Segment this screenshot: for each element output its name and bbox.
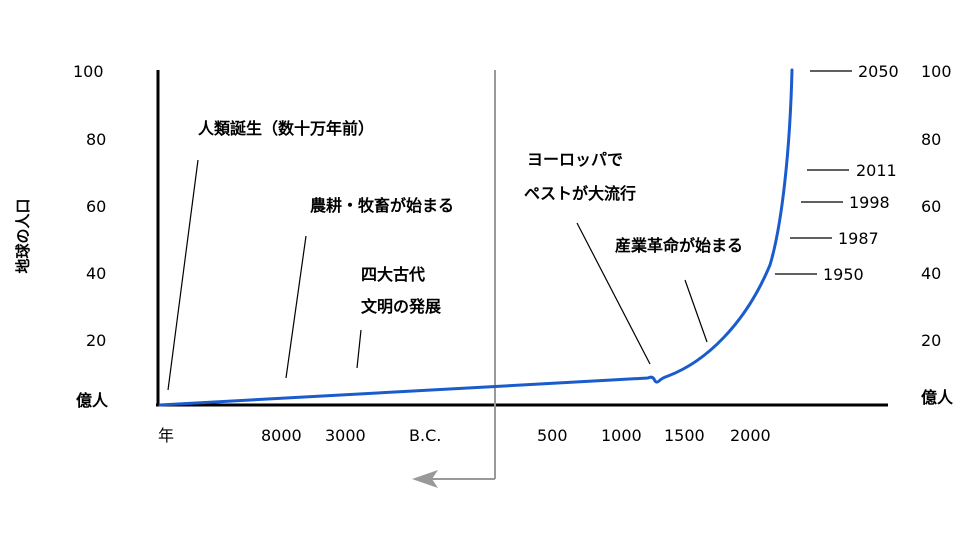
y-tick-right-40: 40 [921, 264, 941, 283]
annotation-human-origin: 人類誕生（数十万年前） [198, 119, 374, 138]
annotation-civilization-line2: 文明の発展 [361, 297, 442, 316]
y-axis-label: 地球の人口 [14, 198, 32, 273]
annotation-agriculture: 農耕・牧畜が始まる [310, 196, 454, 215]
y-tick-left-40: 40 [86, 264, 106, 283]
y-tick-left-20: 20 [86, 331, 106, 350]
x-tick-3000: 3000 [325, 426, 366, 445]
y-tick-left-60: 60 [86, 197, 106, 216]
y-tick-right-20: 20 [921, 331, 941, 350]
marker-2011: 2011 [856, 161, 897, 180]
y-tick-right-100: 100 [921, 62, 952, 81]
leader-agriculture [285, 235, 307, 379]
marker-1950: 1950 [823, 265, 864, 284]
y-tick-left-100: 100 [73, 62, 104, 81]
annotation-plague-line1: ヨーロッパで [527, 150, 623, 169]
y-unit-left: 億人 [76, 391, 109, 410]
x-tick-1000: 1000 [601, 426, 642, 445]
leader-civilization [356, 329, 362, 369]
marker-2050: 2050 [858, 62, 899, 81]
leader-industrial-revolution [684, 279, 708, 343]
y-unit-right: 億人 [921, 388, 954, 407]
x-tick-bc: B.C. [409, 426, 441, 445]
x-tick-2000: 2000 [730, 426, 771, 445]
annotation-plague-line2: ペストが大流行 [524, 184, 636, 203]
marker-1987: 1987 [838, 229, 879, 248]
x-tick-1500: 1500 [664, 426, 705, 445]
y-tick-left-80: 80 [86, 130, 106, 149]
y-tick-right-60: 60 [921, 197, 941, 216]
population-line [158, 68, 794, 407]
leader-human-origin [167, 159, 199, 391]
x-tick-500: 500 [537, 426, 568, 445]
x-tick-8000: 8000 [261, 426, 302, 445]
back-arrow-icon [412, 470, 438, 488]
x-tick-year: 年 [158, 426, 174, 445]
annotation-civilization-line1: 四大古代 [361, 265, 425, 284]
annotation-industrial-revolution: 産業革命が始まる [615, 236, 743, 255]
y-tick-right-80: 80 [921, 130, 941, 149]
leader-plague [576, 222, 651, 365]
marker-1998: 1998 [849, 193, 890, 212]
